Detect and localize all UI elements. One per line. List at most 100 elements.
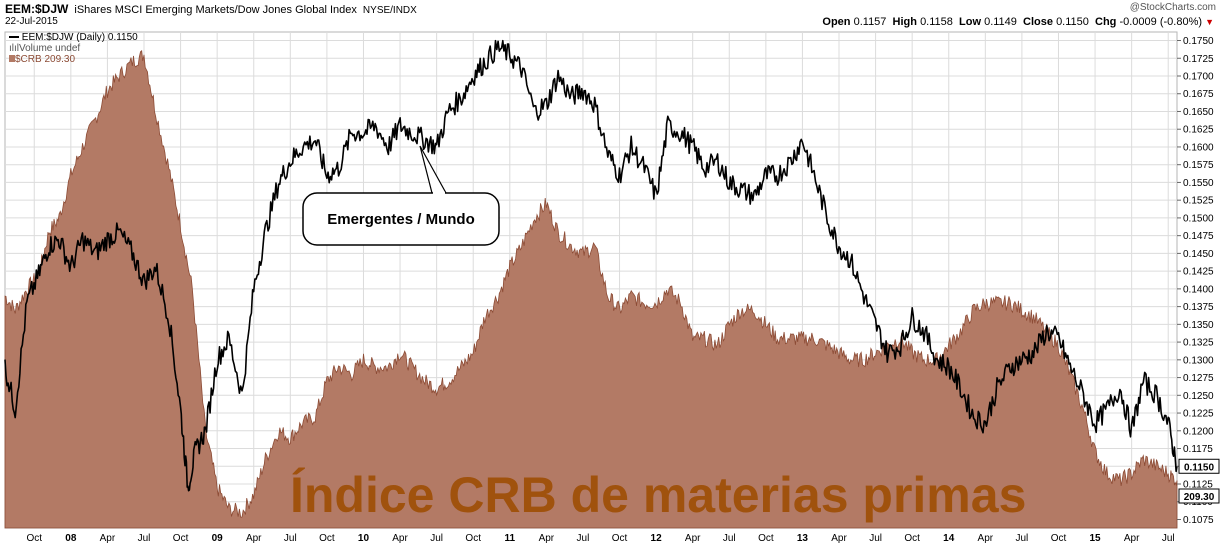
x-month-label: Jul	[284, 533, 297, 544]
high-label: High	[892, 16, 917, 28]
x-month-label: Oct	[904, 533, 920, 544]
y-tick-label: 0.1550	[1183, 178, 1214, 189]
x-month-label: Apr	[1124, 533, 1140, 544]
x-month-label: Jul	[1016, 533, 1029, 544]
ratio-line	[4, 39, 1178, 492]
watermark: @StockCharts.com	[1129, 2, 1216, 13]
y-tick-label: 0.1450	[1183, 249, 1214, 260]
x-month-label: Jul	[1162, 533, 1175, 544]
y-tick-label: 0.1325	[1183, 338, 1214, 349]
x-month-label: Oct	[1051, 533, 1067, 544]
x-year-label: 09	[212, 533, 224, 544]
x-year-label: 12	[651, 533, 663, 544]
y-tick-label: 0.1425	[1183, 267, 1214, 278]
y-tick-label: 0.1350	[1183, 320, 1214, 331]
ratio-line-layer	[4, 39, 1178, 492]
x-month-label: Oct	[612, 533, 628, 544]
open-value: 0.1157	[853, 16, 887, 28]
y-tick-label: 0.1475	[1183, 231, 1214, 242]
x-month-label: Jul	[723, 533, 736, 544]
x-month-label: Jul	[577, 533, 590, 544]
legend-volume-label: Volume undef	[19, 43, 81, 54]
legend-crb-label: $CRB 209.30	[15, 54, 76, 65]
y-tick-label: 0.1200	[1183, 426, 1214, 437]
high-value: 0.1158	[920, 16, 953, 28]
y-tick-label: 0.1375	[1183, 302, 1214, 313]
x-year-label: 15	[1089, 533, 1101, 544]
y-tick-label: 0.1225	[1183, 409, 1214, 420]
x-year-label: 13	[797, 533, 809, 544]
symbol-description: iShares MSCI Emerging Markets/Dow Jones …	[74, 4, 357, 16]
crb-last-tag: 209.30	[1178, 488, 1220, 504]
exchange-label: NYSE/INDX	[362, 5, 417, 16]
tag-box	[1178, 488, 1220, 504]
crb-area	[4, 50, 1178, 529]
ratio-last-tag: 0.1150	[1178, 458, 1220, 474]
callout-text: Emergentes / Mundo	[327, 211, 475, 228]
x-month-label: Apr	[392, 533, 408, 544]
x-year-label: 11	[505, 533, 516, 544]
x-month-label: Oct	[319, 533, 335, 544]
y-tick-label: 0.1275	[1183, 373, 1214, 384]
y-tick-label: 0.1525	[1183, 196, 1214, 207]
overlay-title: Índice CRB de materias primas	[290, 467, 1026, 523]
y-tick-label: 0.1725	[1183, 54, 1214, 65]
close-label: Close	[1023, 16, 1053, 28]
y-tick-label: 0.1400	[1183, 284, 1214, 295]
y-tick-label: 0.1575	[1183, 160, 1214, 171]
y-axis: 0.10750.11000.11250.11500.11750.12000.12…	[1177, 36, 1214, 526]
x-year-label: 10	[358, 533, 370, 544]
x-month-label: Oct	[173, 533, 189, 544]
y-tick-label: 0.1500	[1183, 213, 1214, 224]
x-month-label: Apr	[831, 533, 847, 544]
y-tick-label: 0.1650	[1183, 107, 1214, 118]
chg-label: Chg	[1095, 16, 1117, 28]
low-label: Low	[959, 16, 982, 28]
x-year-label: 14	[943, 533, 955, 544]
x-month-label: Oct	[26, 533, 42, 544]
legend-ratio: EEM:$DJW (Daily) 0.1150	[9, 32, 138, 43]
x-month-label: Apr	[246, 533, 262, 544]
last-value-tags: 0.1150 209.30	[1178, 458, 1220, 504]
close-value: 0.1150	[1056, 16, 1089, 28]
tag-label: 209.30	[1184, 492, 1215, 503]
y-tick-label: 0.1600	[1183, 142, 1214, 153]
legend-crb: $CRB 209.30	[9, 54, 138, 65]
legend-ratio-label: EEM:$DJW (Daily) 0.1150	[21, 32, 138, 43]
x-month-label: Apr	[539, 533, 555, 544]
legend-volume: ılılVolume undef	[9, 43, 138, 54]
x-year-label: 08	[65, 533, 77, 544]
x-month-label: Oct	[758, 533, 774, 544]
y-tick-label: 0.1625	[1183, 125, 1214, 136]
y-tick-label: 0.1675	[1183, 89, 1214, 100]
volume-icon: ılıl	[9, 43, 19, 54]
callout-box	[302, 192, 500, 246]
x-month-label: Apr	[978, 533, 994, 544]
x-month-label: Apr	[685, 533, 701, 544]
symbol-label: EEM:$DJW	[5, 2, 69, 16]
x-month-label: Apr	[100, 533, 116, 544]
y-tick-label: 0.1175	[1183, 444, 1213, 455]
open-label: Open	[822, 16, 851, 28]
low-value: 0.1149	[984, 16, 1017, 28]
chart-date: 22-Jul-2015	[5, 16, 58, 27]
tag-label: 0.1150	[1184, 462, 1214, 473]
x-month-label: Oct	[465, 533, 481, 544]
chg-value: -0.0009 (-0.80%)	[1119, 16, 1203, 28]
legend-line-swatch	[9, 36, 19, 39]
legend-area-swatch	[9, 55, 15, 62]
x-month-label: Jul	[869, 533, 882, 544]
tag-box	[1178, 458, 1220, 474]
y-tick-label: 0.1700	[1183, 71, 1214, 82]
x-axis: Oct 08 Apr Jul Oct 09 Apr Jul Oct 10 Apr Jul Oct 11 Ap…	[26, 533, 1174, 544]
y-tick-label: 0.1075	[1183, 515, 1214, 526]
y-tick-label: 0.1250	[1183, 391, 1214, 402]
legend: EEM:$DJW (Daily) 0.1150 ılılVolume undef…	[9, 32, 138, 65]
y-tick-label: 0.1125	[1183, 480, 1213, 491]
y-tick-label: 0.1300	[1183, 355, 1214, 366]
crb-area-layer	[4, 50, 1178, 529]
annotation-callout: Emergentes / Mundo	[302, 145, 500, 246]
x-month-label: Jul	[430, 533, 443, 544]
